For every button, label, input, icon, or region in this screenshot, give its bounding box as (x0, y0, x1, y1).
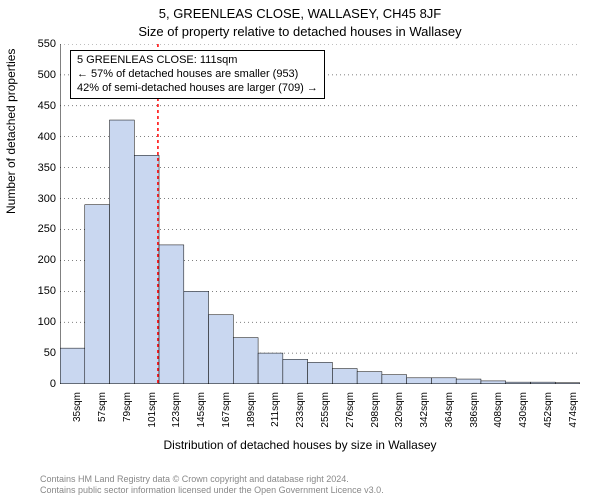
histogram-bar (110, 120, 135, 384)
x-tick-label: 123sqm (171, 392, 182, 442)
page-title-line1: 5, GREENLEAS CLOSE, WALLASEY, CH45 8JF (0, 6, 600, 21)
x-tick-label: 298sqm (370, 392, 381, 442)
chart-area: 5 GREENLEAS CLOSE: 111sqm ← 57% of detac… (60, 44, 580, 384)
y-tick-label: 0 (16, 378, 56, 390)
x-tick-label: 386sqm (469, 392, 480, 442)
footer-line1: Contains HM Land Registry data © Crown c… (40, 474, 384, 485)
x-tick-label: 408sqm (493, 392, 504, 442)
y-tick-label: 550 (16, 38, 56, 50)
annotation-box: 5 GREENLEAS CLOSE: 111sqm ← 57% of detac… (70, 50, 325, 99)
y-tick-label: 450 (16, 100, 56, 112)
x-tick-label: 101sqm (147, 392, 158, 442)
x-tick-label: 474sqm (568, 392, 579, 442)
y-tick-label: 50 (16, 347, 56, 359)
annotation-line2: ← 57% of detached houses are smaller (95… (77, 68, 318, 82)
histogram-bar (456, 379, 481, 384)
x-tick-label: 79sqm (122, 392, 133, 442)
histogram-bar (407, 378, 432, 384)
y-tick-label: 200 (16, 254, 56, 266)
histogram-bar (258, 353, 283, 384)
y-tick-label: 250 (16, 223, 56, 235)
histogram-bar (357, 372, 382, 384)
y-tick-label: 100 (16, 316, 56, 328)
histogram-bar (332, 369, 357, 384)
footer-line2: Contains public sector information licen… (40, 485, 384, 496)
y-tick-label: 500 (16, 69, 56, 81)
histogram-bar (431, 378, 456, 384)
histogram-bar (283, 359, 308, 384)
histogram-bar (134, 155, 159, 384)
x-tick-label: 57sqm (97, 392, 108, 442)
histogram-bar (209, 315, 234, 384)
x-tick-label: 211sqm (270, 392, 281, 442)
annotation-line3: 42% of semi-detached houses are larger (… (77, 82, 318, 96)
x-tick-label: 167sqm (221, 392, 232, 442)
histogram-bar (233, 338, 258, 384)
page-title-line2: Size of property relative to detached ho… (0, 24, 600, 39)
y-tick-label: 400 (16, 131, 56, 143)
y-tick-label: 350 (16, 162, 56, 174)
histogram-bar (184, 291, 209, 384)
x-tick-label: 35sqm (72, 392, 83, 442)
x-tick-label: 145sqm (196, 392, 207, 442)
histogram-bar (60, 348, 85, 384)
x-tick-label: 342sqm (419, 392, 430, 442)
x-tick-label: 233sqm (295, 392, 306, 442)
x-tick-label: 320sqm (394, 392, 405, 442)
y-tick-label: 300 (16, 193, 56, 205)
x-tick-label: 189sqm (246, 392, 257, 442)
x-tick-label: 255sqm (320, 392, 331, 442)
histogram-bar (85, 205, 110, 384)
x-tick-label: 364sqm (444, 392, 455, 442)
x-tick-label: 452sqm (543, 392, 554, 442)
x-tick-label: 276sqm (345, 392, 356, 442)
footer-attribution: Contains HM Land Registry data © Crown c… (40, 474, 384, 497)
y-tick-label: 150 (16, 285, 56, 297)
x-tick-label: 430sqm (518, 392, 529, 442)
histogram-bar (382, 375, 407, 384)
histogram-bar (308, 362, 333, 384)
annotation-line1: 5 GREENLEAS CLOSE: 111sqm (77, 54, 318, 68)
histogram-bar (159, 245, 184, 384)
